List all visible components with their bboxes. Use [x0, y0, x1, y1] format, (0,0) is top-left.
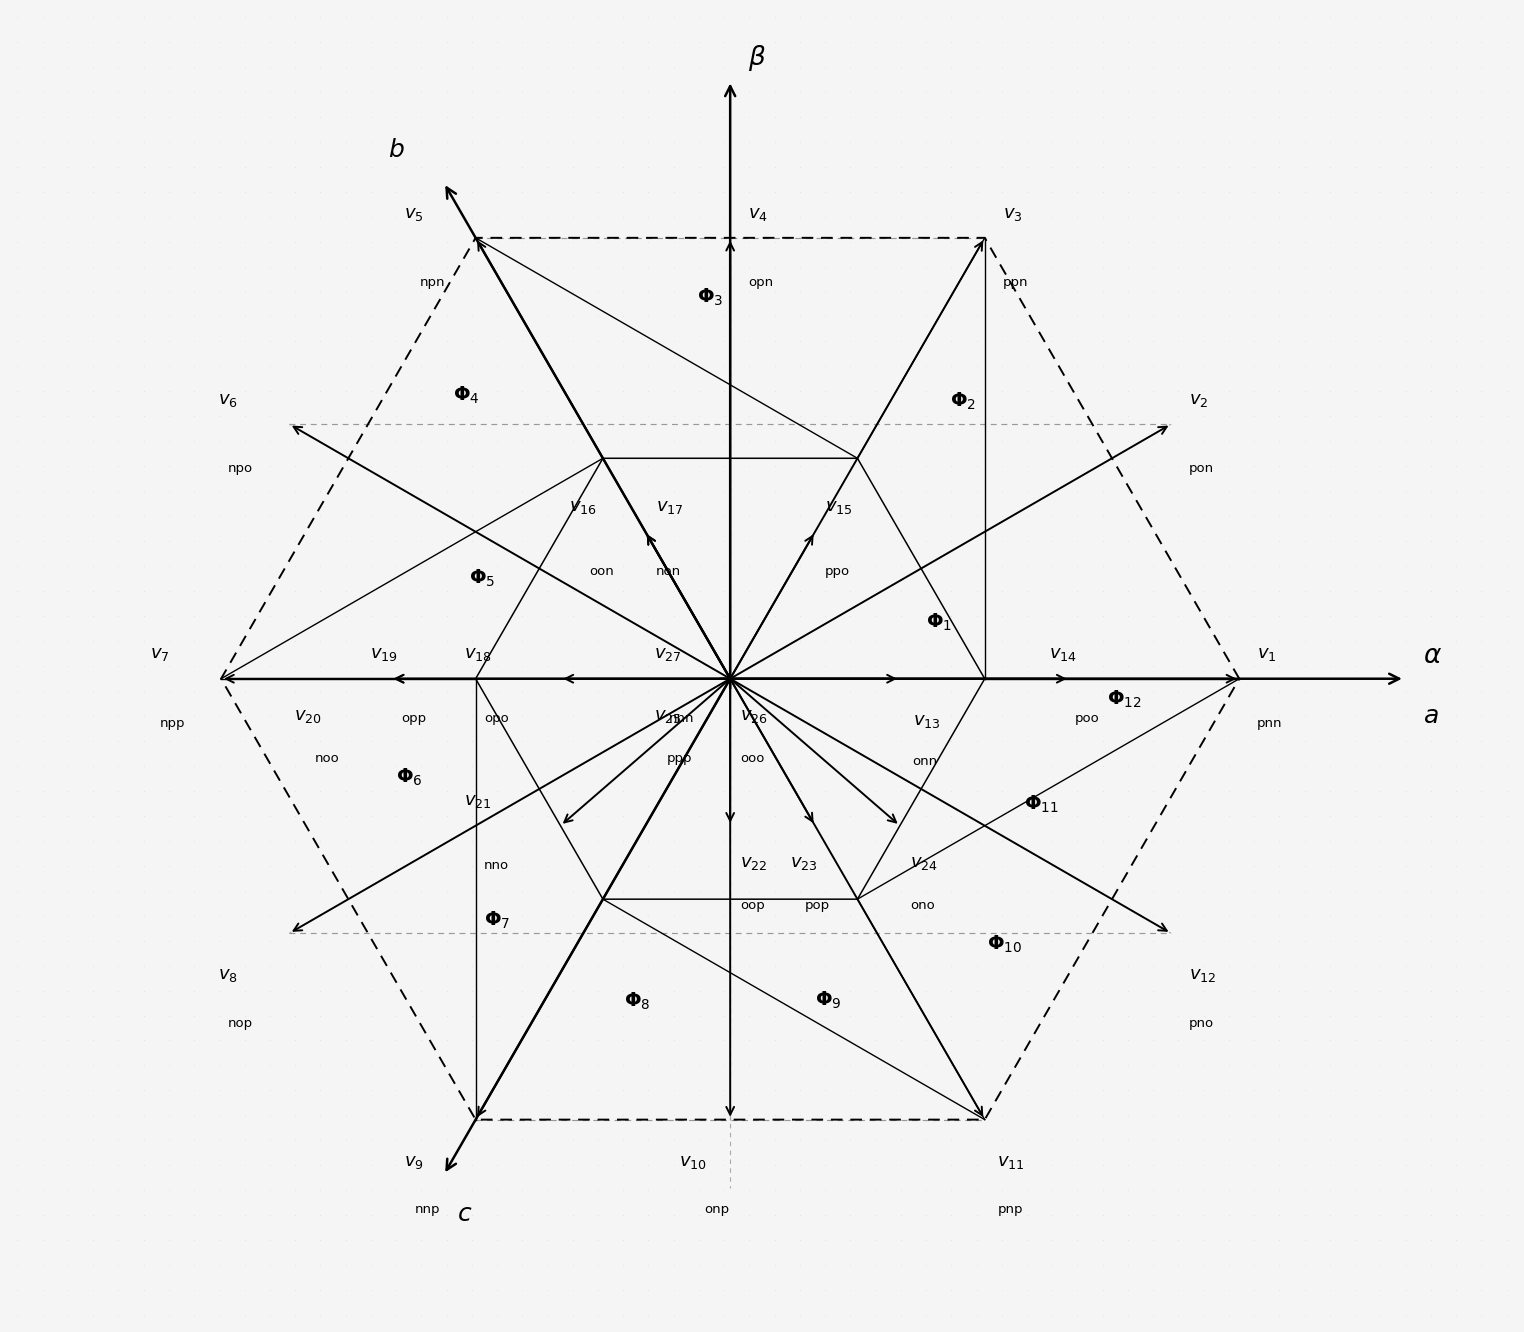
Text: $\mathbf{\mathit{v}}_{10}$: $\mathbf{\mathit{v}}_{10}$	[680, 1152, 707, 1171]
Text: $\mathbf{\mathit{v}}_4$: $\mathbf{\mathit{v}}_4$	[748, 205, 768, 222]
Text: $\mathbf{\Phi}_1$: $\mathbf{\Phi}_1$	[927, 613, 952, 634]
Text: opp: opp	[401, 711, 427, 725]
Text: $\mathbf{\Phi}_{10}$: $\mathbf{\Phi}_{10}$	[988, 934, 1023, 955]
Text: $\mathbf{\mathit{v}}_{11}$: $\mathbf{\mathit{v}}_{11}$	[998, 1152, 1026, 1171]
Text: $\mathbf{\mathit{v}}_{20}$: $\mathbf{\mathit{v}}_{20}$	[294, 706, 322, 725]
Text: $\mathbf{\mathit{v}}_8$: $\mathbf{\mathit{v}}_8$	[218, 966, 238, 984]
Text: ppn: ppn	[1003, 276, 1029, 289]
Text: $\mathbf{\Phi}_3$: $\mathbf{\Phi}_3$	[696, 286, 724, 308]
Text: npo: npo	[229, 462, 253, 476]
Text: $\mathbf{\mathit{v}}_6$: $\mathbf{\mathit{v}}_6$	[218, 390, 238, 409]
Text: $\mathbf{\Phi}_{12}$: $\mathbf{\Phi}_{12}$	[1106, 689, 1141, 710]
Text: $\mathbf{\mathit{v}}_{19}$: $\mathbf{\mathit{v}}_{19}$	[370, 646, 398, 663]
Text: $\mathbf{\mathit{v}}_5$: $\mathbf{\mathit{v}}_5$	[404, 205, 424, 222]
Text: non: non	[655, 565, 681, 578]
Text: nnp: nnp	[415, 1203, 440, 1216]
Text: ppp: ppp	[666, 753, 692, 766]
Text: $\mathbf{\mathit{v}}_1$: $\mathbf{\mathit{v}}_1$	[1257, 646, 1277, 663]
Text: $\mathbf{\Phi}_{11}$: $\mathbf{\Phi}_{11}$	[1024, 794, 1059, 815]
Text: $\mathbf{\mathit{v}}_7$: $\mathbf{\mathit{v}}_7$	[149, 646, 169, 663]
Text: ooo: ooo	[741, 753, 765, 766]
Text: poo: poo	[1074, 711, 1099, 725]
Text: $\mathbf{\Phi}_6$: $\mathbf{\Phi}_6$	[396, 766, 422, 787]
Text: nnn: nnn	[669, 711, 695, 725]
Text: $\mathbf{\mathit{v}}_{24}$: $\mathbf{\mathit{v}}_{24}$	[910, 854, 939, 871]
Text: pop: pop	[805, 899, 831, 912]
Text: $\mathbf{\mathit{v}}_{26}$: $\mathbf{\mathit{v}}_{26}$	[741, 706, 768, 725]
Text: $\mathbf{\mathit{v}}_3$: $\mathbf{\mathit{v}}_3$	[1003, 205, 1023, 222]
Text: $c$: $c$	[457, 1201, 472, 1225]
Text: $\mathbf{\Phi}_9$: $\mathbf{\Phi}_9$	[815, 990, 841, 1011]
Text: opn: opn	[748, 276, 773, 289]
Text: pon: pon	[1189, 462, 1215, 476]
Text: noo: noo	[314, 753, 340, 766]
Text: $\mathbf{\mathit{v}}_{16}$: $\mathbf{\mathit{v}}_{16}$	[568, 498, 597, 517]
Text: npp: npp	[160, 717, 186, 730]
Text: $\mathbf{\Phi}_2$: $\mathbf{\Phi}_2$	[949, 392, 975, 413]
Text: $\beta$: $\beta$	[748, 43, 767, 73]
Text: $\mathbf{\mathit{v}}_{12}$: $\mathbf{\mathit{v}}_{12}$	[1189, 966, 1216, 984]
Text: npn: npn	[419, 276, 445, 289]
Text: nno: nno	[485, 859, 509, 871]
Text: $\mathbf{\mathit{v}}_{22}$: $\mathbf{\mathit{v}}_{22}$	[741, 854, 768, 871]
Text: $b$: $b$	[387, 139, 404, 163]
Text: $\mathbf{\mathit{v}}_{17}$: $\mathbf{\mathit{v}}_{17}$	[655, 498, 683, 517]
Text: $\mathbf{\mathit{v}}_{14}$: $\mathbf{\mathit{v}}_{14}$	[1049, 646, 1077, 663]
Text: $\mathbf{\Phi}_8$: $\mathbf{\Phi}_8$	[625, 991, 651, 1012]
Text: oon: oon	[590, 565, 614, 578]
Text: $\mathbf{\Phi}_5$: $\mathbf{\Phi}_5$	[469, 567, 495, 589]
Text: $\mathbf{\mathit{v}}_{21}$: $\mathbf{\mathit{v}}_{21}$	[463, 793, 491, 810]
Text: $\mathbf{\mathit{v}}_{18}$: $\mathbf{\mathit{v}}_{18}$	[463, 646, 492, 663]
Text: pno: pno	[1189, 1018, 1215, 1030]
Text: $\mathbf{\mathit{v}}_{23}$: $\mathbf{\mathit{v}}_{23}$	[789, 854, 817, 871]
Text: $\mathbf{\mathit{v}}_2$: $\mathbf{\mathit{v}}_2$	[1189, 390, 1209, 409]
Text: $\mathbf{\Phi}_4$: $\mathbf{\Phi}_4$	[453, 385, 480, 406]
Text: $\mathbf{\mathit{v}}_{13}$: $\mathbf{\mathit{v}}_{13}$	[913, 711, 940, 730]
Text: onn: onn	[913, 755, 937, 767]
Text: ono: ono	[910, 899, 934, 912]
Text: pnn: pnn	[1257, 717, 1283, 730]
Text: $\mathbf{\mathit{v}}_9$: $\mathbf{\mathit{v}}_9$	[404, 1152, 424, 1171]
Text: $a$: $a$	[1422, 705, 1439, 729]
Text: pnp: pnp	[998, 1203, 1023, 1216]
Text: $\alpha$: $\alpha$	[1422, 642, 1442, 669]
Text: $\mathbf{\mathit{v}}_{27}$: $\mathbf{\mathit{v}}_{27}$	[654, 646, 681, 663]
Text: $\mathbf{\Phi}_7$: $\mathbf{\Phi}_7$	[483, 910, 511, 931]
Text: onp: onp	[704, 1203, 730, 1216]
Text: ppo: ppo	[824, 565, 850, 578]
Text: opo: opo	[485, 711, 509, 725]
Text: oop: oop	[741, 899, 765, 912]
Text: nop: nop	[229, 1018, 253, 1030]
Text: $\mathbf{\mathit{v}}_{25}$: $\mathbf{\mathit{v}}_{25}$	[654, 706, 681, 725]
Text: $\mathbf{\mathit{v}}_{15}$: $\mathbf{\mathit{v}}_{15}$	[824, 498, 853, 517]
